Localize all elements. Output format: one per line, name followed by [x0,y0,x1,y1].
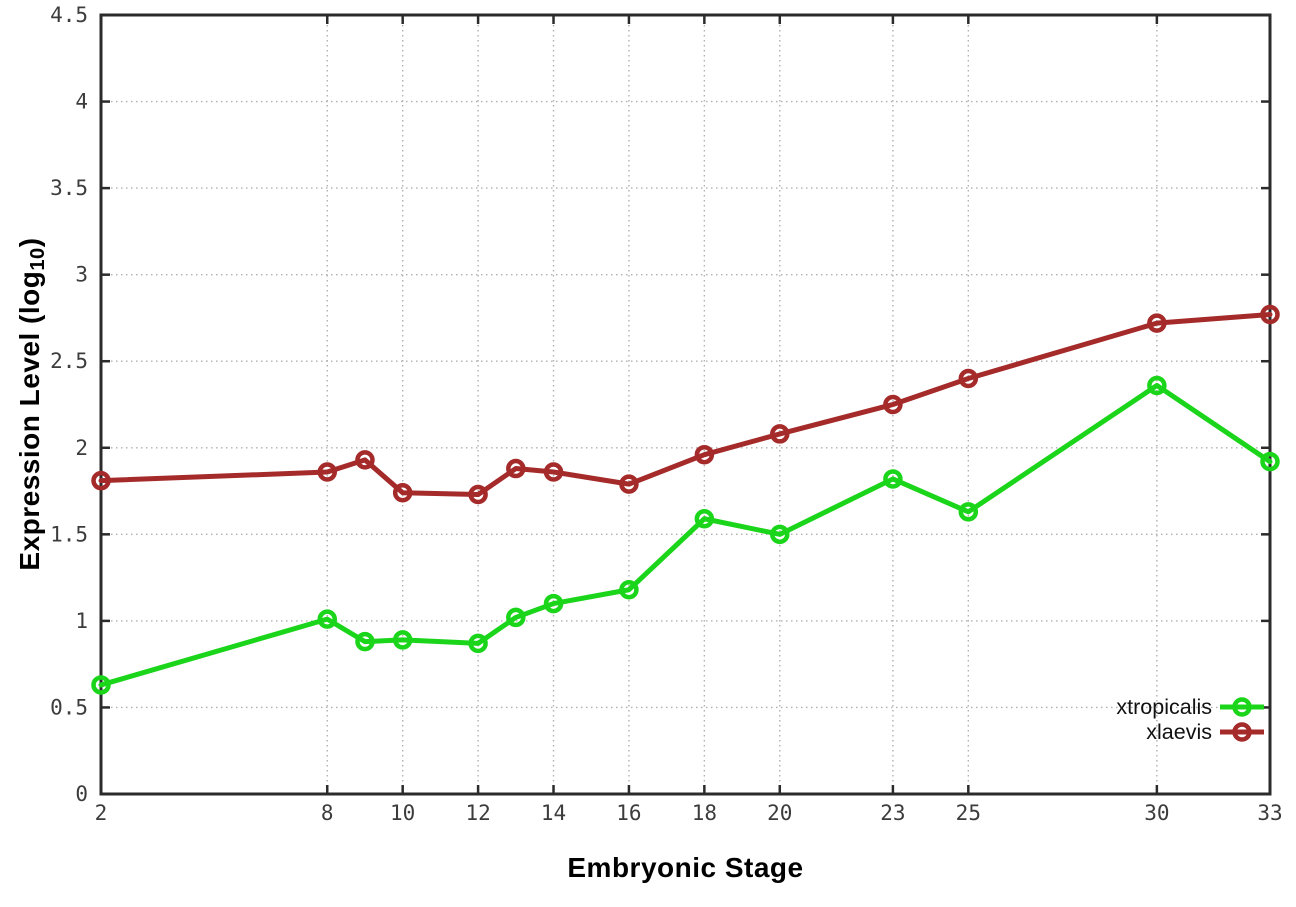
data-point-xlaevis [770,424,790,444]
legend-marker-xtropicalis [1232,697,1252,717]
data-point-xlaevis [317,462,338,482]
plot-border [99,13,1272,796]
y-tick-label: 1 [75,609,88,633]
y-tick-label: 2 [75,436,88,460]
x-tick-label: 12 [465,801,490,825]
data-point-xtropicalis [392,630,413,650]
data-point-xlaevis [619,474,639,494]
data-point-xtropicalis [1147,375,1167,396]
legend-label-xtropicalis: xtropicalis [1116,695,1212,719]
data-point-xtropicalis [91,675,111,695]
data-point-xlaevis [1260,304,1280,325]
y-tick-label: 4.5 [50,3,88,27]
x-tick-label: 10 [390,801,415,825]
y-tick-label: 0.5 [50,695,88,719]
data-point-xtropicalis [543,593,564,614]
data-point-xlaevis [958,368,979,389]
y-axis-title: Expression Level (log10) [14,237,50,571]
y-axis-title-subscript: 10 [27,247,50,271]
data-point-xtropicalis [770,524,790,545]
x-tick-label: 16 [616,801,641,825]
data-point-xlaevis [543,462,564,482]
data-point-xlaevis [392,483,413,503]
data-point-xlaevis [883,394,903,415]
data-point-xlaevis [1147,313,1167,333]
x-axis-title: Embryonic Stage [567,852,804,883]
data-point-xtropicalis [355,631,375,652]
data-point-xlaevis [506,458,526,479]
data-point-xtropicalis [958,502,979,522]
x-tick-label: 25 [956,801,981,825]
x-tick-label: 8 [321,801,334,825]
y-tick-label: 0 [75,782,88,806]
x-tick-label: 14 [541,801,566,825]
data-point-xlaevis [694,444,715,465]
data-point-xtropicalis [1260,451,1280,472]
x-tick-label: 23 [880,801,905,825]
data-point-xtropicalis [468,633,488,654]
legend-marker-xlaevis [1232,722,1252,742]
data-point-xtropicalis [506,607,526,628]
x-tick-label: 20 [767,801,792,825]
x-tick-label: 30 [1144,801,1169,825]
y-axis-title-main: Expression Level (log [14,270,45,571]
data-point-xtropicalis [694,509,715,529]
y-tick-label: 4 [75,90,88,114]
data-point-xlaevis [468,484,488,505]
x-tick-label: 18 [692,801,717,825]
y-tick-label: 2.5 [50,349,88,373]
y-tick-label: 3 [75,263,88,287]
data-point-xtropicalis [883,469,903,489]
data-point-xlaevis [355,450,375,470]
data-point-xlaevis [91,470,111,491]
y-tick-label: 1.5 [50,522,88,546]
data-point-xtropicalis [619,579,639,600]
y-axis-title-close: ) [14,237,45,248]
data-point-xtropicalis [317,609,338,629]
x-tick-label: 2 [95,801,108,825]
y-tick-label: 3.5 [50,176,88,200]
legend-label-xlaevis: xlaevis [1146,720,1212,744]
x-tick-label: 33 [1257,801,1282,825]
